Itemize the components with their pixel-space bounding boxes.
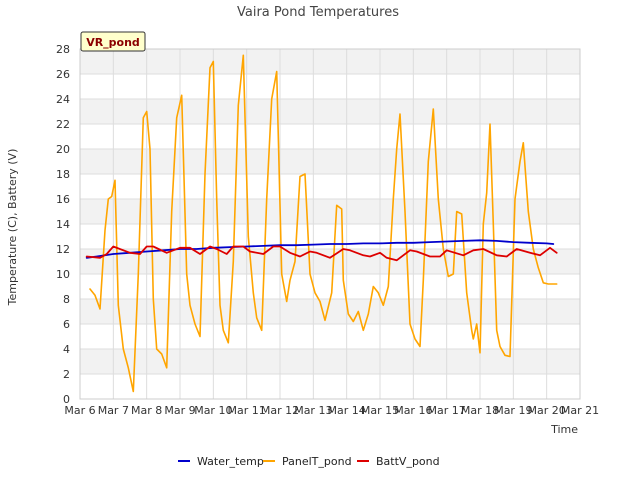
y-tick-label: 8 bbox=[63, 293, 70, 306]
y-tick-label: 10 bbox=[56, 268, 70, 281]
plot-band bbox=[80, 224, 580, 249]
y-tick-label: 4 bbox=[63, 343, 70, 356]
y-tick-label: 16 bbox=[56, 193, 70, 206]
y-tick-label: 2 bbox=[63, 368, 70, 381]
y-tick-label: 18 bbox=[56, 168, 70, 181]
station-badge: VR_pond bbox=[80, 31, 146, 52]
legend-label: PanelT_pond bbox=[282, 455, 352, 468]
x-tick-label: Mar 8 bbox=[131, 404, 162, 417]
x-tick-label: Mar 14 bbox=[328, 404, 366, 417]
x-tick-label: Mar 15 bbox=[361, 404, 399, 417]
plot-band bbox=[80, 249, 580, 274]
x-tick-label: Mar 16 bbox=[394, 404, 432, 417]
x-tick-label: Mar 20 bbox=[528, 404, 566, 417]
plot-band bbox=[80, 349, 580, 374]
plot-background bbox=[80, 49, 580, 399]
y-tick-label: 6 bbox=[63, 318, 70, 331]
gridlines bbox=[79, 48, 581, 400]
y-tick-label: 26 bbox=[56, 68, 70, 81]
y-axis-title: Temperature (C), Battery (V) bbox=[6, 149, 19, 307]
series-line-battv-pond bbox=[85, 245, 558, 262]
x-tick-label: Mar 21 bbox=[561, 404, 599, 417]
x-axis-title: Time bbox=[550, 423, 578, 436]
series-layer bbox=[85, 54, 558, 393]
x-tick-label: Mar 12 bbox=[261, 404, 299, 417]
legend-label: Water_temp bbox=[197, 455, 264, 468]
y-tick-label: 14 bbox=[56, 218, 70, 231]
plot-band bbox=[80, 374, 580, 399]
x-tick-label: Mar 6 bbox=[64, 404, 95, 417]
station-badge-label: VR_pond bbox=[86, 36, 140, 49]
x-tick-label: Mar 13 bbox=[294, 404, 332, 417]
chart-title: Vaira Pond Temperatures bbox=[237, 5, 399, 20]
x-tick-label: Mar 11 bbox=[228, 404, 266, 417]
legend-label: BattV_pond bbox=[376, 455, 440, 468]
plot-band bbox=[80, 124, 580, 149]
legend: Water_temp PanelT_pond BattV_pond bbox=[178, 455, 440, 468]
x-tick-label: Mar 7 bbox=[98, 404, 129, 417]
x-tick-label: Mar 10 bbox=[194, 404, 232, 417]
series-line-panelt-pond bbox=[89, 54, 558, 393]
x-tick-label: Mar 17 bbox=[428, 404, 466, 417]
plot-band bbox=[80, 199, 580, 224]
x-tick-label: Mar 18 bbox=[461, 404, 499, 417]
plot-border bbox=[79, 48, 581, 400]
y-tick-label: 0 bbox=[63, 393, 70, 406]
y-tick-label: 28 bbox=[56, 43, 70, 56]
plot-band bbox=[80, 74, 580, 99]
plot-band bbox=[80, 274, 580, 299]
station-badge-box bbox=[80, 31, 146, 52]
plot-band bbox=[80, 49, 580, 74]
x-tick-label: Mar 19 bbox=[494, 404, 532, 417]
plot-band bbox=[80, 149, 580, 174]
plot-band bbox=[80, 99, 580, 124]
y-tick-label: 12 bbox=[56, 243, 70, 256]
y-tick-label: 24 bbox=[56, 93, 70, 106]
y-tick-label: 22 bbox=[56, 118, 70, 131]
x-tick-label: Mar 9 bbox=[164, 404, 195, 417]
plot-band bbox=[80, 174, 580, 199]
y-tick-label: 20 bbox=[56, 143, 70, 156]
